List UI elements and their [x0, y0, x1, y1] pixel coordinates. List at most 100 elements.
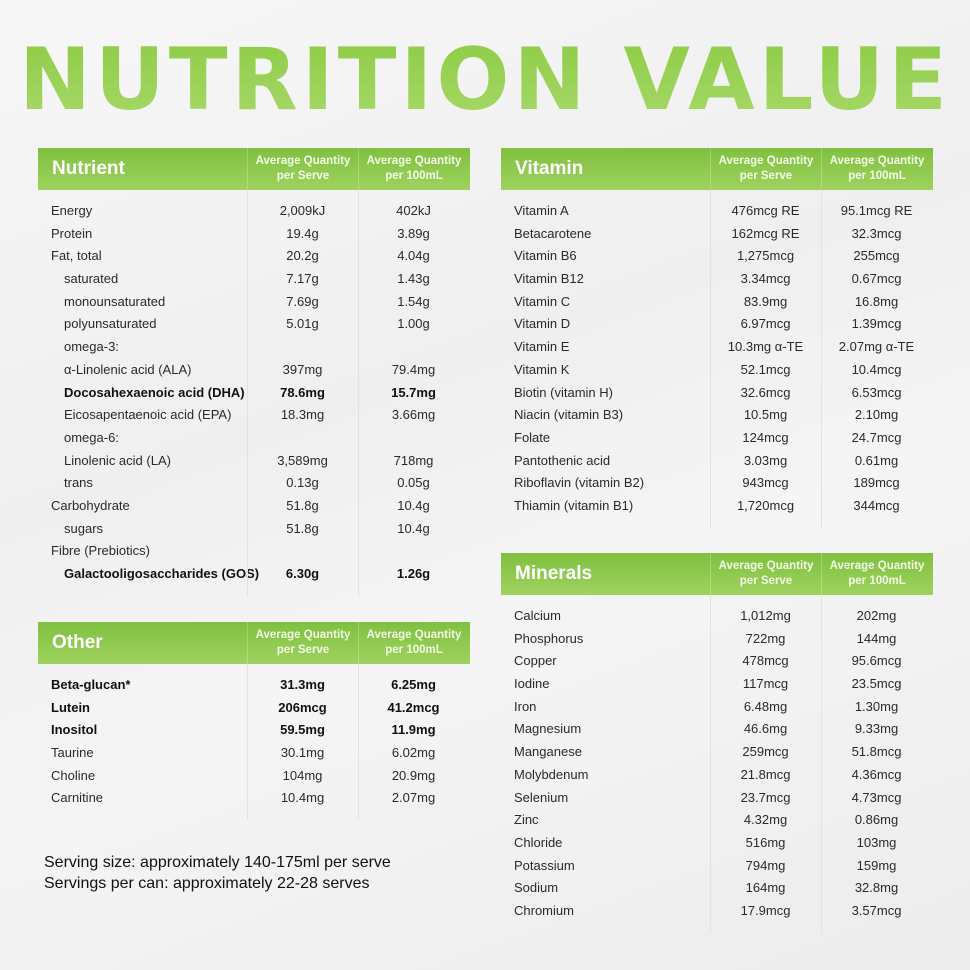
- value-per-serve: 397mg: [282, 361, 323, 377]
- value-per-100ml: 23.5mcg: [851, 676, 902, 692]
- table-row: Calcium 1,012mg 202mg: [501, 605, 933, 628]
- table-row: monounsaturated 7.69g 1.54g: [38, 291, 470, 314]
- table-row: Protein 19.4g 3.89g: [38, 223, 470, 246]
- nutrient-name: polyunsaturated: [64, 316, 157, 332]
- other-table: Other Average Quantity per Serve Average Q…: [38, 622, 470, 821]
- table-row: Carbohydrate 51.8g 10.4g: [38, 495, 470, 518]
- nutrient-name: Carnitine: [51, 790, 104, 806]
- nutrient-name: Molybdenum: [514, 766, 589, 782]
- nutrient-name: Chromium: [514, 902, 574, 918]
- value-per-100ml: 2.10mg: [854, 407, 899, 423]
- nutrient-name: trans: [64, 475, 93, 491]
- value-per-100ml: 4.36mcg: [851, 766, 902, 782]
- table-row: Niacin (vitamin B3) 10.5mg 2.10mg: [501, 404, 933, 427]
- nutrient-name: Vitamin C: [514, 293, 571, 309]
- header-label: Vitamin: [515, 158, 584, 179]
- value-per-100ml: 1.43g: [397, 271, 430, 287]
- value-per-serve: 6.30g: [285, 566, 320, 581]
- table-row: Lutein 206mcg 41.2mcg: [38, 697, 470, 720]
- nutrient-name: Vitamin K: [514, 361, 570, 377]
- value-per-serve: 722mg: [745, 630, 786, 646]
- value-per-serve: [247, 336, 358, 359]
- value-per-serve: 206mcg: [278, 699, 327, 715]
- table-header: Nutrient Average Quantity per Serve Averag…: [38, 148, 470, 190]
- value-per-100ml: 1.30mg: [854, 698, 899, 714]
- nutrient-name: Sodium: [514, 880, 559, 896]
- value-per-serve: 1,720mcg: [736, 497, 795, 513]
- value-per-serve: 3.34mcg: [740, 271, 791, 287]
- value-per-serve: 10.5mg: [743, 407, 788, 423]
- table-row: Betacarotene 162mcg RE 32.3mcg: [501, 223, 933, 246]
- value-per-100ml: 189mcg: [853, 475, 900, 491]
- table-row: Potassium 794mg 159mg: [501, 855, 933, 878]
- nutrient-name: Eicosapentaenoic acid (EPA): [64, 407, 232, 423]
- value-per-serve: 31.3mg: [280, 677, 325, 692]
- value-per-100ml: 10.4g: [397, 520, 430, 536]
- value-per-100ml: 51.8mcg: [851, 744, 902, 760]
- value-per-serve: 3.03mg: [743, 452, 788, 468]
- value-per-100ml: 10.4g: [397, 497, 430, 513]
- table-row: Zinc 4.32mg 0.86mg: [501, 809, 933, 832]
- nutrient-name: saturated: [64, 271, 119, 287]
- nutrient-name: Potassium: [514, 857, 575, 873]
- value-per-100ml: 3.89g: [397, 225, 430, 241]
- nutrient-name: Magnesium: [514, 721, 582, 737]
- table-row: omega-6:: [38, 427, 470, 450]
- value-per-100ml: 95.6mcg: [851, 653, 902, 669]
- value-per-100ml: 159mg: [856, 857, 897, 873]
- table-row: Chromium 17.9mcg 3.57mcg: [501, 900, 933, 923]
- value-per-100ml: 1.26g: [396, 566, 431, 581]
- nutrient-name: Inositol: [51, 722, 98, 738]
- value-per-serve: 6.48mg: [743, 698, 788, 714]
- nutrient-name: Fibre (Prebiotics): [51, 543, 150, 559]
- table-row: Phosphorus 722mg 144mg: [501, 628, 933, 651]
- table-row: Vitamin A 476mcg RE 95.1mcg RE: [501, 200, 933, 223]
- value-per-100ml: 9.33mg: [854, 721, 899, 737]
- table-row: Choline 104mg 20.9mg: [38, 765, 470, 788]
- vitamin-table: Vitamin Average Quantity per Serve Average…: [501, 148, 933, 528]
- table-row: Iodine 117mcg 23.5mcg: [501, 673, 933, 696]
- header-label: Other: [52, 632, 103, 653]
- value-per-serve: 259mcg: [742, 744, 789, 760]
- table-row: polyunsaturated 5.01g 1.00g: [38, 313, 470, 336]
- table-row: Thiamin (vitamin B1) 1,720mcg 344mcg: [501, 495, 933, 518]
- nutrient-name: Choline: [51, 767, 96, 783]
- nutrient-table: Nutrient Average Quantity per Serve Averag…: [38, 148, 470, 596]
- value-per-100ml: 2.07mg α-TE: [838, 339, 915, 355]
- header-per-100ml: Average Quantity per 100mL: [358, 622, 469, 664]
- value-per-serve: [247, 427, 358, 450]
- nutrient-name: monounsaturated: [64, 293, 166, 309]
- value-per-serve: 17.9mcg: [740, 902, 791, 918]
- value-per-100ml: 0.86mg: [854, 812, 899, 828]
- table-row: Energy 2,009kJ 402kJ: [38, 200, 470, 223]
- value-per-100ml: 144mg: [856, 630, 897, 646]
- nutrient-name: omega-6:: [64, 429, 119, 445]
- table-body: Vitamin A 476mcg RE 95.1mcg RE Betacarotene…: [501, 190, 933, 528]
- value-per-serve: 516mg: [745, 834, 786, 850]
- table-row: α-Linolenic acid (ALA) 397mg 79.4mg: [38, 359, 470, 382]
- value-per-serve: 18.3mg: [280, 407, 325, 423]
- value-per-serve: 78.6mg: [280, 384, 325, 400]
- value-per-100ml: 10.4mcg: [851, 361, 902, 377]
- table-row: Galactooligosaccharides (GOS) 6.30g 1.26g: [38, 563, 470, 586]
- minerals-table: Minerals Average Quantity per Serve Averag…: [501, 553, 933, 933]
- nutrient-name: Pantothenic acid: [514, 452, 611, 468]
- table-row: Linolenic acid (LA) 3,589mg 718mg: [38, 450, 470, 473]
- nutrient-name: Beta-glucan*: [51, 677, 131, 692]
- value-per-100ml: 103mg: [856, 834, 897, 850]
- value-per-100ml: 0.61mg: [854, 452, 899, 468]
- value-per-100ml: 11.9mg: [391, 722, 436, 738]
- page-title: NUTRITION VALUE: [0, 30, 970, 130]
- value-per-serve: 476mcg RE: [731, 203, 800, 218]
- nutrient-name: sugars: [64, 520, 104, 536]
- table-header: Minerals Average Quantity per Serve Averag…: [501, 553, 933, 595]
- value-per-serve: 124mcg: [742, 429, 789, 445]
- serving-size: Serving size: approximately 140-175ml pe…: [44, 854, 391, 871]
- value-per-100ml: 718mg: [393, 452, 434, 468]
- value-per-serve: 21.8mcg: [740, 766, 791, 782]
- nutrient-name: Vitamin B12: [514, 271, 584, 287]
- table-body: Beta-glucan* 31.3mg 6.25mg Lutein 206mcg 41.2…: [38, 664, 470, 821]
- header-label: Nutrient: [52, 158, 125, 179]
- value-per-serve: 162mcg RE: [731, 225, 800, 241]
- table-row: Pantothenic acid 3.03mg 0.61mg: [501, 450, 933, 473]
